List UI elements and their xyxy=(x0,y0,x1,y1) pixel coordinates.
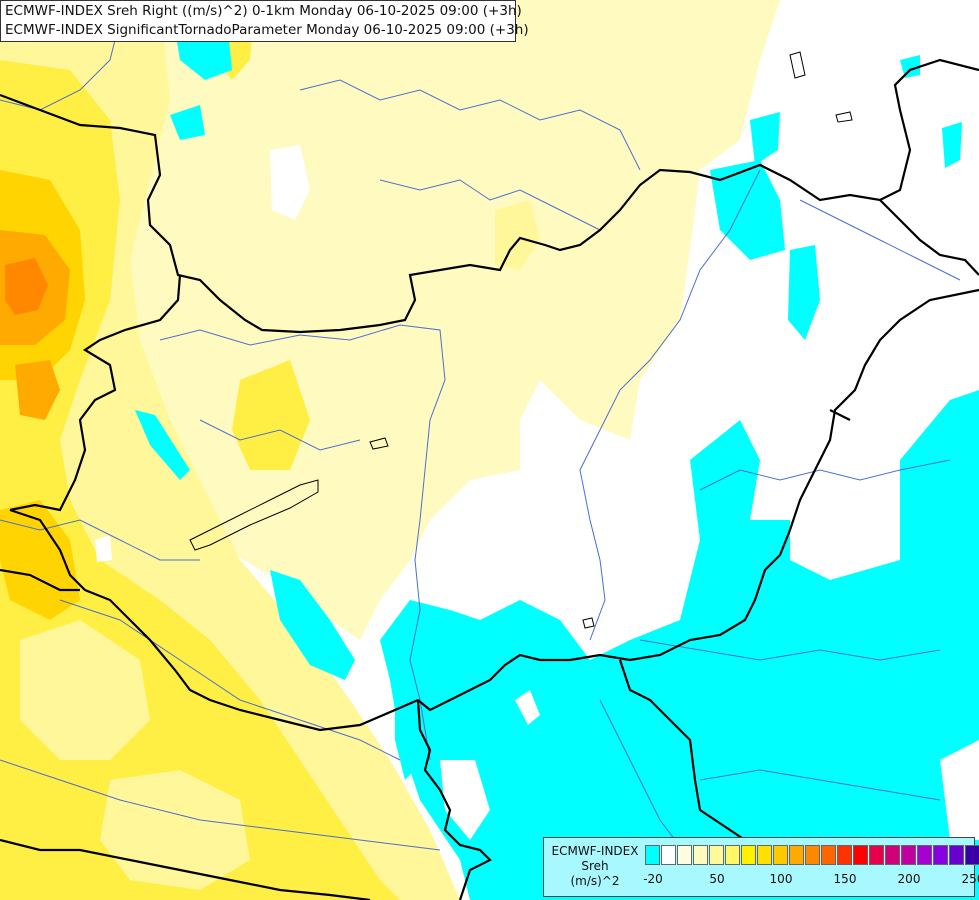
legend-tick-label: 50 xyxy=(709,872,725,886)
field-yellow-patch-center xyxy=(232,360,310,470)
border-hu-at xyxy=(9,274,182,512)
legend-swatch xyxy=(773,845,788,865)
river-south-2 xyxy=(699,769,941,801)
field-cyan-south-strip xyxy=(395,690,425,780)
map-title-box: ECMWF-INDEX Sreh Right ((m/s)^2) 0-1km M… xyxy=(0,0,529,42)
legend-swatch xyxy=(677,845,692,865)
field-white-patch-south xyxy=(515,690,540,725)
rivers-layer xyxy=(0,19,961,861)
river-ne-1 xyxy=(799,199,961,281)
river-tisza xyxy=(579,169,761,641)
lake-balaton xyxy=(189,51,853,629)
legend-swatch xyxy=(709,845,724,865)
lake-small-2 xyxy=(582,617,595,629)
border-rs-ro xyxy=(618,659,761,851)
legend-swatch xyxy=(645,845,660,865)
river-north-2 xyxy=(379,179,601,231)
borders-layer xyxy=(0,58,979,900)
border-north-sk xyxy=(0,58,979,334)
legend-swatch xyxy=(901,845,916,865)
legend-tick-label: 150 xyxy=(833,872,857,886)
field-cyan-west-strip xyxy=(135,410,190,480)
legend-label-line-1: ECMWF-INDEX xyxy=(551,844,639,858)
legend-tick-label: 200 xyxy=(897,872,921,886)
legend-swatch xyxy=(837,845,852,865)
legend-swatch xyxy=(965,845,979,865)
field-cyan-nw-2 xyxy=(170,105,205,140)
river-sava xyxy=(0,759,441,851)
legend-tick-label: -20 xyxy=(643,872,663,886)
legend-tick-label: 250 xyxy=(961,872,979,886)
field-white-patch-west xyxy=(95,535,112,562)
river-west-2 xyxy=(0,519,200,561)
field-pale-patch-sw2 xyxy=(100,770,250,890)
field-dark-orange-west xyxy=(5,258,48,315)
field-cyan-ne-3 xyxy=(750,112,780,165)
legend-label-line-3: (m/s)^2 xyxy=(570,874,620,888)
field-white-hole-se2 xyxy=(940,740,979,840)
border-south-hr-ba xyxy=(0,838,371,900)
river-south-1 xyxy=(599,699,691,861)
field-white-patch-north xyxy=(270,145,310,220)
title-line-1: ECMWF-INDEX Sreh Right ((m/s)^2) 0-1km M… xyxy=(5,3,522,19)
field-cyan-ne-2 xyxy=(788,245,820,340)
field-cyan-east-1 xyxy=(900,55,920,78)
legend-swatch xyxy=(725,845,740,865)
field-white-hole-se xyxy=(800,480,900,570)
field-orange-west-2 xyxy=(15,360,60,420)
legend-box: ECMWF-INDEX Sreh (m/s)^2 -20 50 100 150 200 2… xyxy=(543,837,979,897)
legend-swatch xyxy=(661,845,676,865)
border-hu-ro xyxy=(417,288,979,712)
legend-color-scale xyxy=(645,845,979,865)
river-north-1 xyxy=(299,79,641,171)
river-center-1 xyxy=(199,419,361,451)
legend-swatch xyxy=(693,845,708,865)
legend-swatch xyxy=(757,845,772,865)
legend-swatch xyxy=(853,845,868,865)
legend-swatch xyxy=(805,845,820,865)
river-danube xyxy=(159,324,446,761)
title-line-2: ECMWF-INDEX SignificantTornadoParameter … xyxy=(5,22,529,38)
legend-swatch xyxy=(917,845,932,865)
legend-swatch xyxy=(789,845,804,865)
field-yellow-patch-north xyxy=(495,200,540,270)
field-white-patch-sw xyxy=(440,760,490,840)
legend-swatch xyxy=(885,845,900,865)
river-east-2 xyxy=(639,639,941,661)
legend-tick-label: 100 xyxy=(769,872,793,886)
field-cyan-ne-4 xyxy=(942,122,962,168)
legend-tick-labels: -2050100150200250300400500700 xyxy=(643,872,979,888)
border-hr-rs xyxy=(416,699,492,900)
lake-small-1 xyxy=(369,437,389,450)
legend-swatch xyxy=(821,845,836,865)
field-cyan-ne-1 xyxy=(710,160,785,260)
border-west-at-si xyxy=(0,568,80,592)
border-ro-inner xyxy=(829,409,851,421)
border-east-ua-ro xyxy=(879,199,979,276)
legend-label: ECMWF-INDEX Sreh (m/s)^2 xyxy=(547,844,643,889)
lake-small-4 xyxy=(835,111,853,123)
field-cyan-center-west xyxy=(270,570,355,680)
river-west-1 xyxy=(0,19,121,111)
field-pale-patch-sw xyxy=(20,620,150,760)
lake-shape xyxy=(189,479,319,551)
river-drava xyxy=(59,599,401,761)
lake-small-3 xyxy=(789,51,806,79)
river-east-1 xyxy=(699,459,951,491)
border-si-hr xyxy=(9,508,419,732)
legend-swatch xyxy=(869,845,884,865)
legend-label-line-2: Sreh xyxy=(581,859,609,873)
legend-swatch xyxy=(933,845,948,865)
legend-swatch xyxy=(949,845,964,865)
legend-swatch xyxy=(741,845,756,865)
